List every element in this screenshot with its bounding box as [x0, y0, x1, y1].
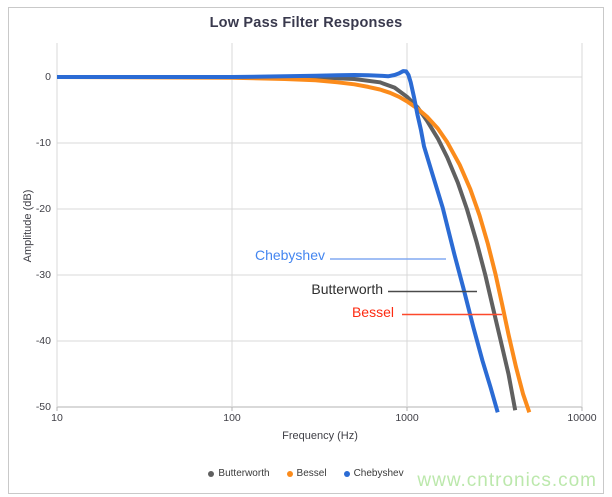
legend-item-bessel: Bessel: [286, 468, 327, 479]
x-tick-label: 10000: [567, 412, 597, 424]
chart-title: Low Pass Filter Responses: [209, 15, 403, 31]
legend: Butterworth Bessel Chebyshev: [0, 468, 612, 479]
legend-label: Bessel: [296, 468, 327, 479]
legend-label: Butterworth: [218, 468, 270, 479]
y-tick-label: 0: [45, 71, 51, 83]
y-tick-label: -30: [35, 269, 51, 281]
y-tick-label: -40: [35, 335, 51, 347]
y-tick-label: -50: [35, 401, 51, 413]
butterworth-curve: [57, 75, 518, 411]
legend-marker-chebyshev: [343, 470, 350, 477]
legend-marker-bessel: [286, 470, 293, 477]
x-tick-label: 10: [51, 412, 63, 424]
legend-marker-butterworth: [208, 470, 215, 477]
y-axis-title: Amplitude (dB): [22, 189, 34, 263]
chebyshev-annotation-label: Chebyshev: [254, 247, 325, 263]
bessel-curve: [56, 75, 532, 413]
legend-item-chebyshev: Chebyshev: [343, 468, 404, 479]
legend-item-butterworth: Butterworth: [208, 468, 270, 479]
bessel-annotation-label: Bessel: [351, 304, 394, 320]
x-axis-title: Frequency (Hz): [282, 430, 358, 442]
chebyshev-curve: [57, 69, 500, 413]
y-tick-label: -20: [35, 203, 51, 215]
chart-outer-border: [8, 7, 604, 494]
legend-label: Chebyshev: [353, 468, 404, 479]
x-tick-label: 100: [223, 412, 241, 424]
y-tick-label: -10: [35, 137, 51, 149]
watermark: www.cntronics.com: [417, 470, 597, 491]
x-tick-label: 1000: [395, 412, 419, 424]
butterworth-annotation-label: Butterworth: [311, 281, 383, 297]
